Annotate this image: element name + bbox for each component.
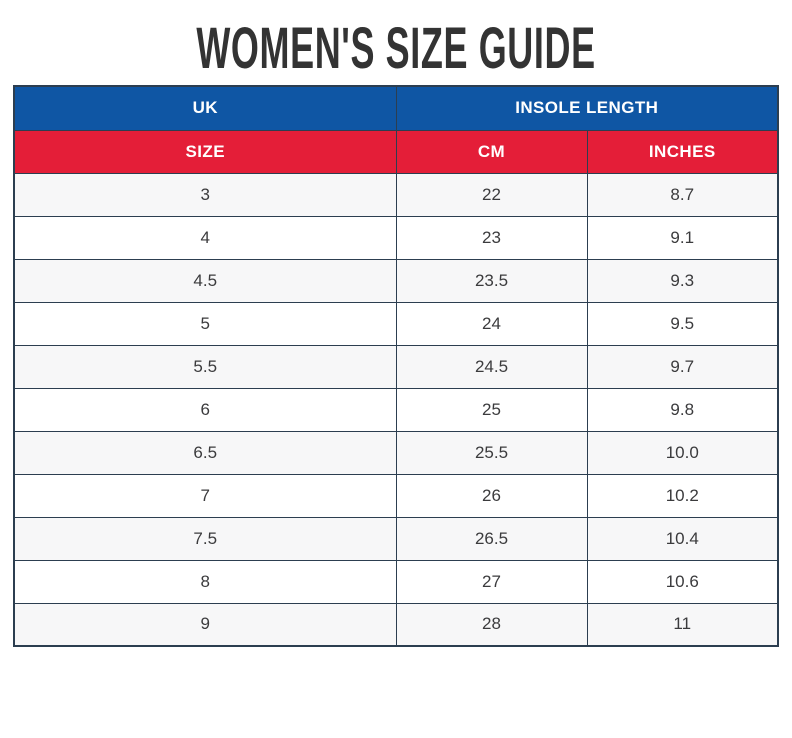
- cell-cm: 26.5: [395, 516, 588, 561]
- cell-cm: 23: [395, 215, 588, 260]
- header-insole-length: INSOLE LENGTH: [395, 85, 779, 131]
- table-row: 4.5 23.5 9.3: [13, 258, 779, 303]
- cell-cm: 25.5: [395, 430, 588, 475]
- table-row: 4 23 9.1: [13, 215, 779, 260]
- table-row: 7.5 26.5 10.4: [13, 516, 779, 561]
- cell-uk-size: 4.5: [13, 258, 397, 303]
- header-row-sub: SIZE CM INCHES: [13, 129, 779, 174]
- cell-uk-size: 3: [13, 172, 397, 217]
- cell-cm: 24.5: [395, 344, 588, 389]
- cell-inches: 10.0: [586, 430, 779, 475]
- table-row: 7 26 10.2: [13, 473, 779, 518]
- cell-cm: 26: [395, 473, 588, 518]
- cell-cm: 24: [395, 301, 588, 346]
- cell-inches: 9.3: [586, 258, 779, 303]
- cell-cm: 23.5: [395, 258, 588, 303]
- subheader-cm: CM: [395, 129, 588, 174]
- cell-inches: 10.4: [586, 516, 779, 561]
- table-row: 5 24 9.5: [13, 301, 779, 346]
- page-title: WOMEN'S SIZE GUIDE: [196, 16, 596, 81]
- cell-cm: 27: [395, 559, 588, 604]
- subheader-inches: INCHES: [586, 129, 779, 174]
- cell-uk-size: 8: [13, 559, 397, 604]
- table-row: 5.5 24.5 9.7: [13, 344, 779, 389]
- table-row: 6 25 9.8: [13, 387, 779, 432]
- cell-inches: 9.7: [586, 344, 779, 389]
- cell-cm: 28: [395, 602, 588, 647]
- cell-uk-size: 7.5: [13, 516, 397, 561]
- cell-uk-size: 7: [13, 473, 397, 518]
- cell-inches: 9.8: [586, 387, 779, 432]
- cell-cm: 22: [395, 172, 588, 217]
- table-row: 3 22 8.7: [13, 172, 779, 217]
- cell-uk-size: 9: [13, 602, 397, 647]
- cell-uk-size: 6.5: [13, 430, 397, 475]
- size-guide-table: UK INSOLE LENGTH SIZE CM INCHES 3 22 8.7…: [13, 85, 779, 647]
- cell-inches: 11: [586, 602, 779, 647]
- cell-inches: 9.5: [586, 301, 779, 346]
- cell-inches: 9.1: [586, 215, 779, 260]
- header-uk: UK: [13, 85, 397, 131]
- cell-inches: 10.6: [586, 559, 779, 604]
- subheader-size: SIZE: [13, 129, 397, 174]
- header-row-top: UK INSOLE LENGTH: [13, 85, 779, 131]
- title-bar: WOMEN'S SIZE GUIDE: [0, 0, 792, 78]
- cell-inches: 8.7: [586, 172, 779, 217]
- cell-cm: 25: [395, 387, 588, 432]
- cell-inches: 10.2: [586, 473, 779, 518]
- table-row: 9 28 11: [13, 602, 779, 647]
- table-row: 8 27 10.6: [13, 559, 779, 604]
- cell-uk-size: 5: [13, 301, 397, 346]
- cell-uk-size: 5.5: [13, 344, 397, 389]
- table-row: 6.5 25.5 10.0: [13, 430, 779, 475]
- cell-uk-size: 4: [13, 215, 397, 260]
- cell-uk-size: 6: [13, 387, 397, 432]
